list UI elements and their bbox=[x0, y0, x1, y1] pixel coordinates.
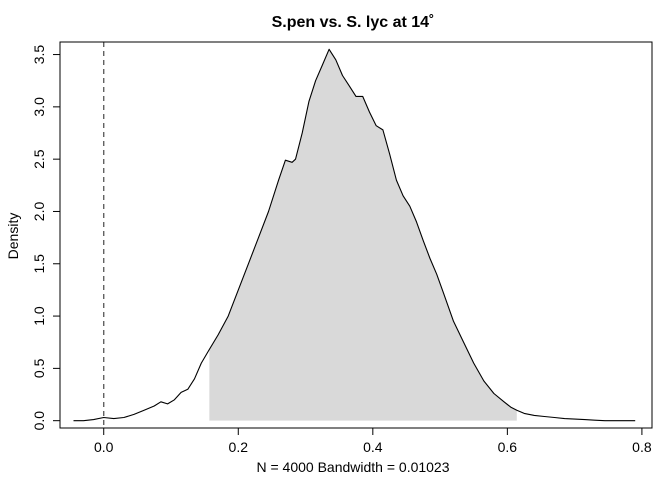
density-curve bbox=[73, 48, 636, 422]
y-tick-label: 0.0 bbox=[31, 411, 47, 431]
y-tick-label: 1.0 bbox=[31, 306, 47, 326]
y-tick-label: 2.0 bbox=[31, 202, 47, 222]
x-tick-label: 0.8 bbox=[632, 439, 652, 455]
y-tick-label: 3.5 bbox=[31, 45, 47, 65]
x-axis-label: N = 4000 Bandwidth = 0.01023 bbox=[256, 459, 449, 475]
x-tick-label: 0.2 bbox=[229, 439, 249, 455]
y-tick-label: 0.5 bbox=[31, 358, 47, 378]
y-tick-label: 3.0 bbox=[31, 97, 47, 117]
x-tick-label: 0.4 bbox=[363, 439, 383, 455]
y-tick-label: 2.5 bbox=[31, 149, 47, 169]
density-curve-group bbox=[73, 48, 636, 422]
x-tick-label: 0.0 bbox=[94, 439, 114, 455]
x-axis: 0.0 0.2 0.4 0.6 0.8 bbox=[94, 427, 652, 455]
shaded-interval bbox=[209, 49, 517, 421]
shaded-region-group bbox=[209, 49, 517, 421]
y-axis: 0.0 0.5 1.0 1.5 2.0 2.5 3.0 3.5 bbox=[31, 45, 61, 431]
chart-title: S.pen vs. S. lyc at 14˚ bbox=[272, 14, 435, 31]
y-tick-label: 1.5 bbox=[31, 254, 47, 274]
x-tick-label: 0.6 bbox=[498, 439, 518, 455]
y-axis-label: Density bbox=[5, 213, 21, 260]
